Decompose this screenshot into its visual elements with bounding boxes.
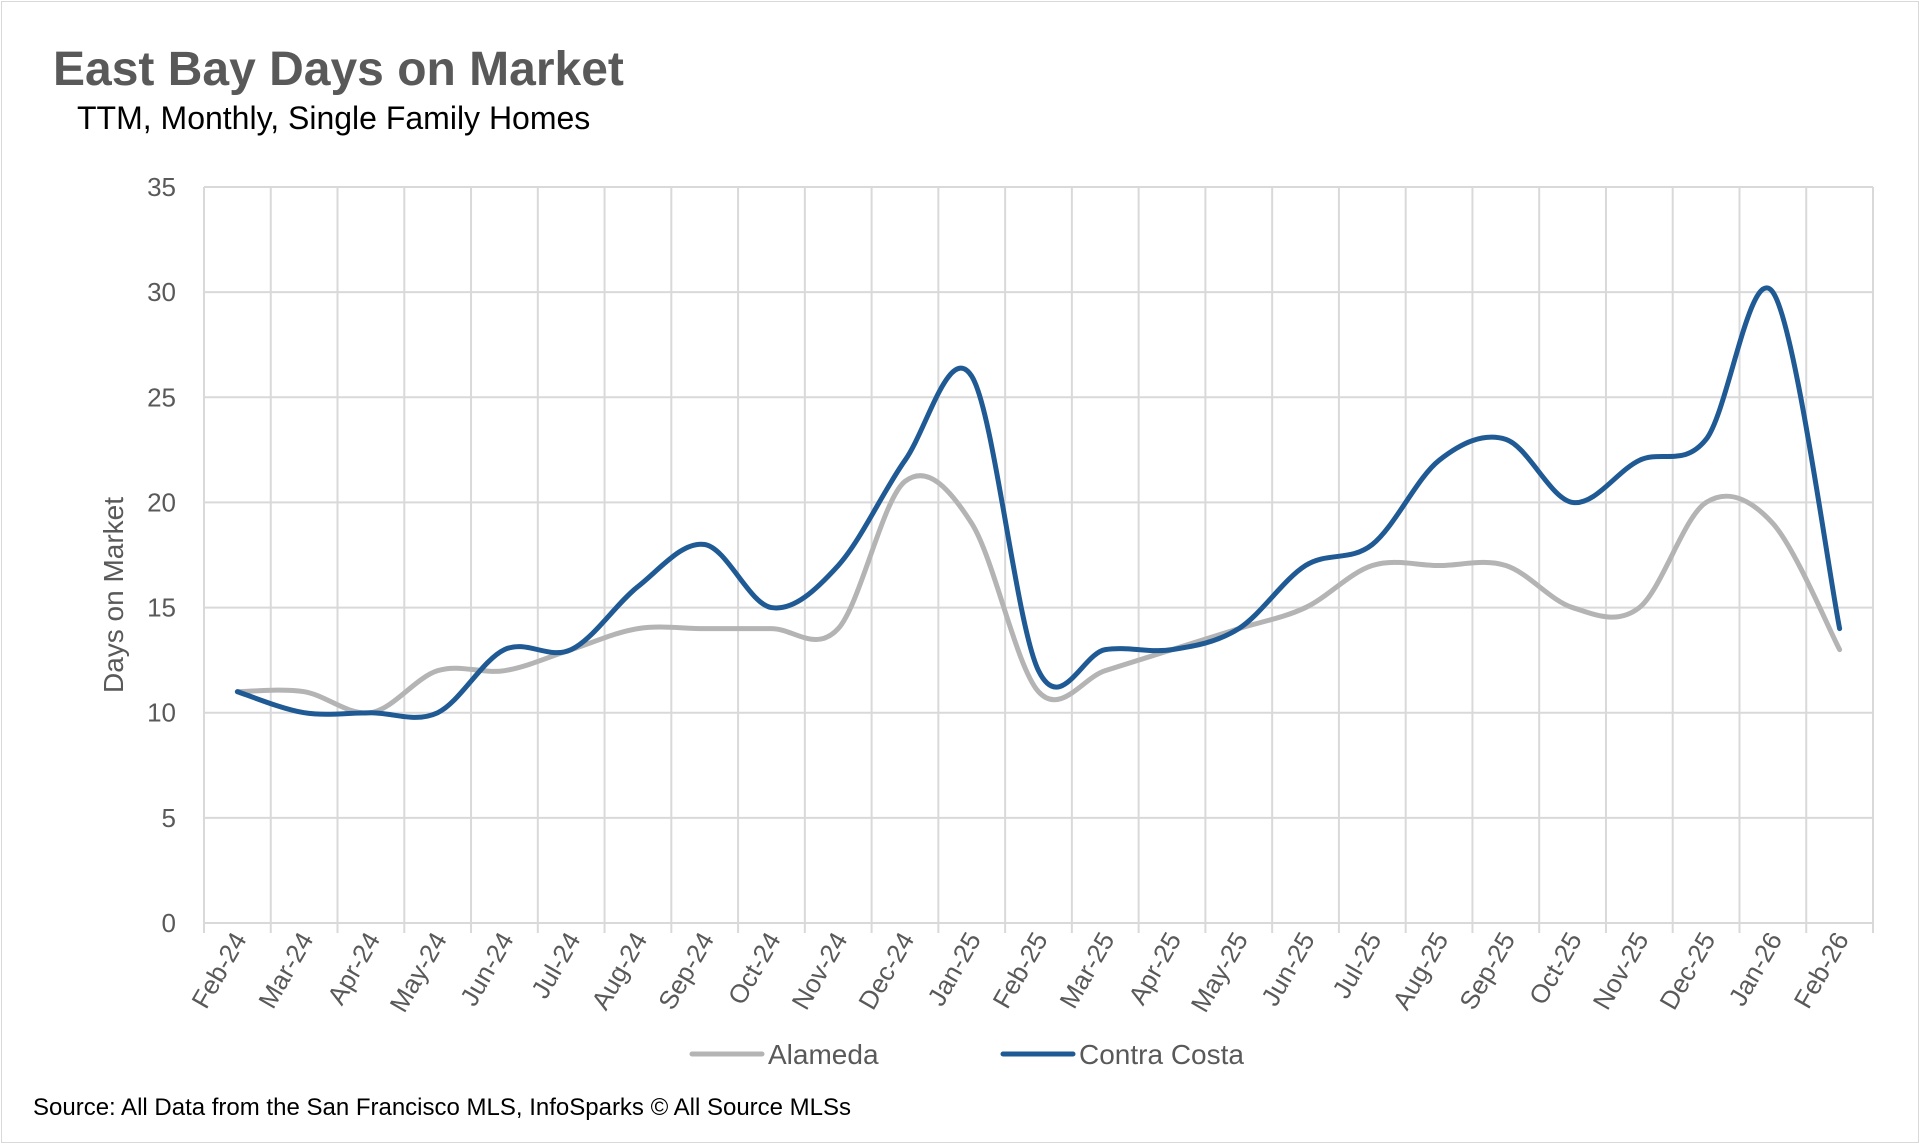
x-tick-label: Mar-25 xyxy=(1053,927,1120,1013)
x-tick-label: Mar-24 xyxy=(252,927,319,1013)
y-tick-label: 0 xyxy=(162,908,176,938)
x-tick-label: May-25 xyxy=(1185,927,1254,1017)
x-tick-label: Feb-26 xyxy=(1788,927,1855,1013)
series-line-alameda xyxy=(234,473,1843,716)
x-tick-label: Feb-24 xyxy=(185,927,252,1013)
y-tick-label: 5 xyxy=(162,803,176,833)
x-tick-label: Sep-24 xyxy=(652,927,720,1015)
x-tick-label: Dec-25 xyxy=(1653,927,1721,1015)
chart-title: East Bay Days on Market xyxy=(53,43,624,96)
x-tick-label: Jun-25 xyxy=(1255,927,1321,1011)
x-tick-label: Oct-24 xyxy=(722,927,787,1010)
series-line-contra-costa xyxy=(234,285,1843,720)
x-tick-label: Nov-25 xyxy=(1587,927,1655,1015)
x-tick-label: Jan-25 xyxy=(921,927,987,1011)
x-tick-label: Jul-24 xyxy=(525,927,586,1003)
x-tick-label: Dec-24 xyxy=(852,927,920,1015)
x-tick-label: Aug-24 xyxy=(585,927,653,1015)
chart-subtitle: TTM, Monthly, Single Family Homes xyxy=(77,100,591,136)
y-tick-label: 35 xyxy=(147,172,176,202)
y-tick-label: 25 xyxy=(147,382,176,412)
y-tick-label: 15 xyxy=(147,593,176,623)
y-tick-label: 30 xyxy=(147,277,176,307)
x-tick-label: Jul-25 xyxy=(1326,927,1387,1003)
source-note: Source: All Data from the San Francisco … xyxy=(33,1094,852,1121)
y-tick-label: 10 xyxy=(147,698,176,728)
x-tick-label: Aug-25 xyxy=(1386,927,1454,1015)
x-tick-label: Jun-24 xyxy=(454,927,520,1011)
x-tick-label: Apr-25 xyxy=(1122,927,1187,1010)
x-tick-label: Nov-24 xyxy=(786,927,854,1015)
y-axis-label: Days on Market xyxy=(98,497,129,693)
x-tick-label: Sep-25 xyxy=(1453,927,1521,1015)
x-tick-label: Jan-26 xyxy=(1722,927,1788,1011)
x-tick-label: Feb-25 xyxy=(987,927,1054,1013)
legend-label: Contra Costa xyxy=(1079,1039,1244,1070)
x-tick-label: Oct-25 xyxy=(1523,927,1588,1010)
x-tick-label: May-24 xyxy=(384,927,453,1017)
x-tick-label: Apr-24 xyxy=(321,927,386,1010)
y-tick-label: 20 xyxy=(147,487,176,517)
legend-label: Alameda xyxy=(768,1039,879,1070)
